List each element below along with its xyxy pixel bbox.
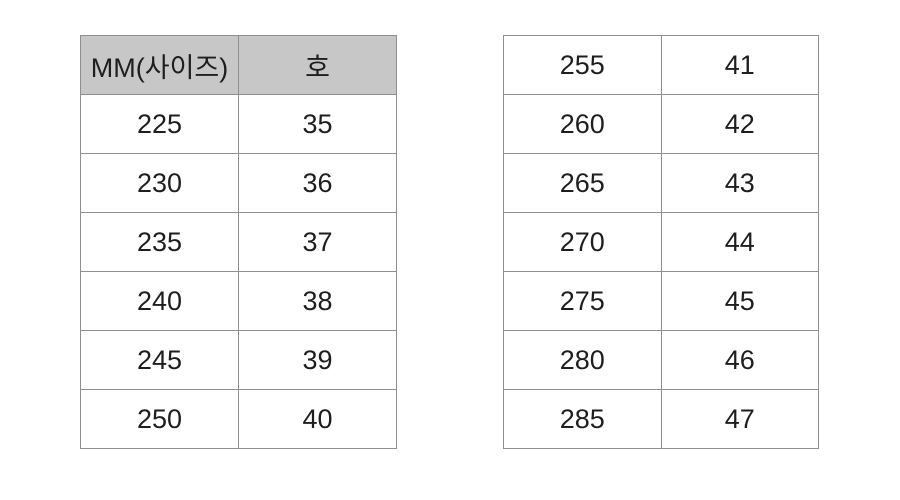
table-row: 240 38 xyxy=(80,271,397,331)
ho-cell: 37 xyxy=(238,212,397,272)
ho-cell: 35 xyxy=(238,94,397,154)
table-row: 285 47 xyxy=(503,389,819,449)
mm-cell: 245 xyxy=(80,330,239,390)
mm-cell: 285 xyxy=(503,389,662,449)
ho-cell: 38 xyxy=(238,271,397,331)
ho-cell: 39 xyxy=(238,330,397,390)
ho-cell: 46 xyxy=(660,330,819,390)
table-row: 260 42 xyxy=(503,94,819,154)
mm-cell: 275 xyxy=(503,271,662,331)
size-table-left: MM(사이즈) 호 225 35 230 36 235 37 240 38 24 xyxy=(80,35,397,449)
table-row: 265 43 xyxy=(503,153,819,213)
table-row: 270 44 xyxy=(503,212,819,272)
table-row: 250 40 xyxy=(80,389,397,449)
ho-cell: 44 xyxy=(660,212,819,272)
ho-cell: 43 xyxy=(660,153,819,213)
mm-cell: 235 xyxy=(80,212,239,272)
table-row: 245 39 xyxy=(80,330,397,390)
table-row: 255 41 xyxy=(503,35,819,95)
ho-cell: 45 xyxy=(660,271,819,331)
ho-cell: 41 xyxy=(660,35,819,95)
ho-cell: 40 xyxy=(238,389,397,449)
mm-cell: 265 xyxy=(503,153,662,213)
column-header-mm: MM(사이즈) xyxy=(80,35,239,95)
mm-cell: 225 xyxy=(80,94,239,154)
table-row: 225 35 xyxy=(80,94,397,154)
mm-cell: 255 xyxy=(503,35,662,95)
table-row: 280 46 xyxy=(503,330,819,390)
mm-cell: 250 xyxy=(80,389,239,449)
table-row: 235 37 xyxy=(80,212,397,272)
mm-cell: 270 xyxy=(503,212,662,272)
table-row: 275 45 xyxy=(503,271,819,331)
mm-cell: 230 xyxy=(80,153,239,213)
header-row: MM(사이즈) 호 xyxy=(80,35,397,95)
table-row: 230 36 xyxy=(80,153,397,213)
mm-cell: 260 xyxy=(503,94,662,154)
ho-cell: 36 xyxy=(238,153,397,213)
ho-cell: 47 xyxy=(660,389,819,449)
size-table-right: 255 41 260 42 265 43 270 44 275 45 280 4… xyxy=(503,35,819,449)
column-header-ho: 호 xyxy=(238,35,397,95)
mm-cell: 280 xyxy=(503,330,662,390)
mm-cell: 240 xyxy=(80,271,239,331)
ho-cell: 42 xyxy=(660,94,819,154)
